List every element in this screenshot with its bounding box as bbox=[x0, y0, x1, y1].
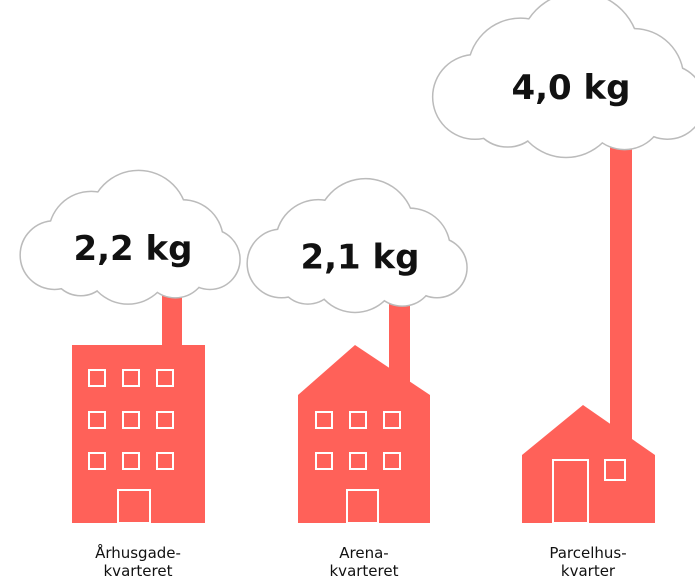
category-label: Arena- kvarteret bbox=[329, 544, 399, 580]
cloud bbox=[246, 177, 468, 314]
value-label: 2,1 kg bbox=[300, 237, 419, 277]
category-label: Århusgade- kvarteret bbox=[95, 544, 181, 580]
category-label: Parcelhus- kvarter bbox=[549, 544, 627, 580]
value-label: 4,0 kg bbox=[511, 68, 630, 108]
value-label: 2,2 kg bbox=[73, 229, 192, 269]
cloud-part bbox=[370, 242, 434, 306]
cloud-part bbox=[143, 234, 207, 298]
chimney bbox=[162, 289, 182, 523]
windows bbox=[88, 369, 626, 524]
buildings bbox=[72, 139, 655, 524]
cloud-part bbox=[585, 70, 664, 149]
cloud-part bbox=[51, 236, 111, 295]
chimney bbox=[389, 298, 410, 523]
townhouse bbox=[298, 345, 430, 523]
cloud-part bbox=[278, 244, 338, 304]
chimney bbox=[610, 139, 632, 524]
cloud bbox=[431, 0, 695, 159]
cloud bbox=[19, 169, 241, 305]
cloud-part bbox=[471, 73, 544, 147]
